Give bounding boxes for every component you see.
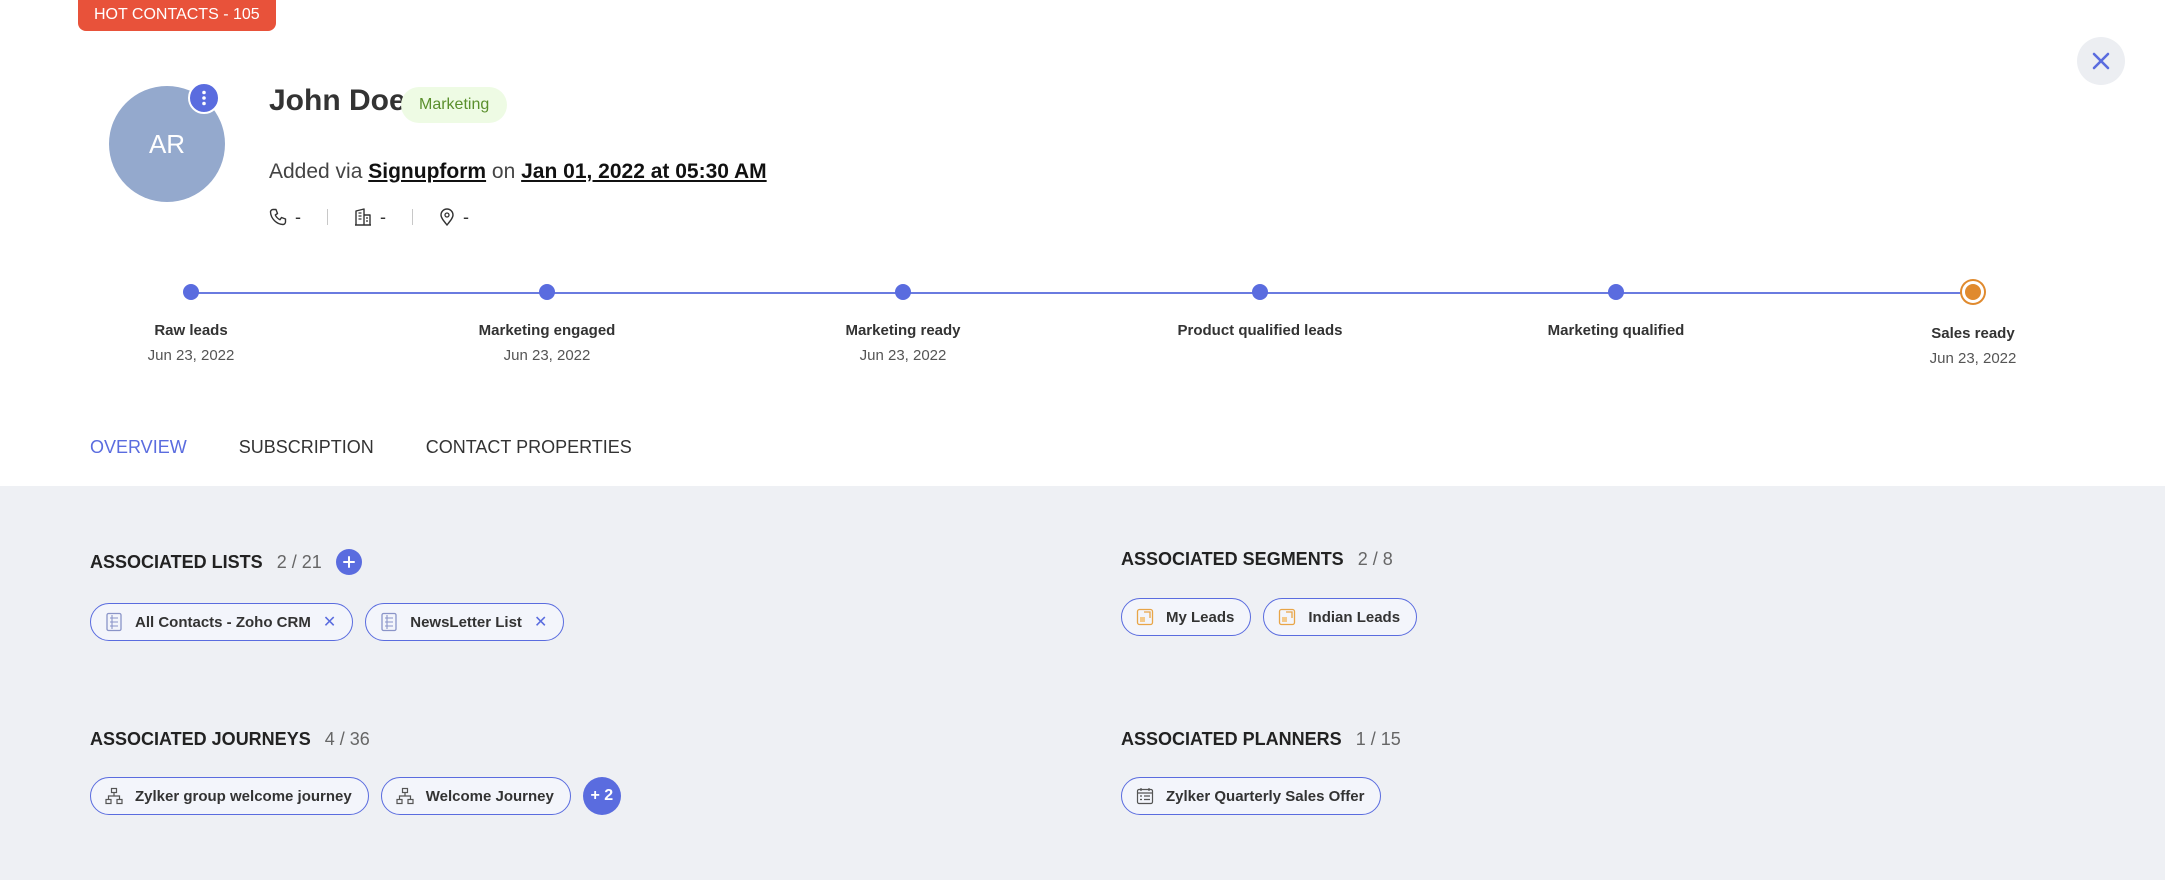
- segment-icon: [1279, 608, 1296, 626]
- journey-chip[interactable]: Zylker group welcome journey: [90, 777, 369, 815]
- stage-label: Sales ready: [1931, 325, 2015, 342]
- divider: [327, 209, 328, 225]
- stage-label: Product qualified leads: [1177, 322, 1343, 339]
- tab-subscription[interactable]: SUBSCRIPTION: [238, 437, 374, 457]
- segment-chip[interactable]: My Leads: [1121, 598, 1252, 636]
- list-chip[interactable]: NewsLetter List ✕: [365, 603, 565, 641]
- location-info: -: [439, 207, 469, 228]
- stage-date: Jun 23, 2022: [147, 347, 235, 364]
- journey-chip[interactable]: Welcome Journey: [380, 777, 571, 815]
- added-via: Added via Signupform on Jan 01, 2022 at …: [269, 160, 767, 184]
- associated-planners-heading: ASSOCIATED PLANNERS 1 / 15: [1121, 729, 1401, 750]
- source-link[interactable]: Signupform: [368, 160, 487, 183]
- journey-icon: [105, 787, 123, 805]
- list-icon: [381, 612, 397, 632]
- contact-name: John Doe: [269, 84, 406, 117]
- lifecycle-track: [191, 292, 1973, 294]
- chip-label: Zylker group welcome journey: [135, 787, 352, 805]
- chip-label: Indian Leads: [1308, 608, 1401, 626]
- company-info: -: [354, 207, 386, 228]
- location-value: -: [463, 206, 469, 227]
- added-date-link[interactable]: Jan 01, 2022 at 05:30 AM: [521, 160, 767, 183]
- contact-info-row: - - -: [269, 204, 469, 230]
- more-journeys-button[interactable]: + 2: [582, 777, 621, 815]
- section-title: ASSOCIATED SEGMENTS: [1121, 549, 1344, 569]
- associated-lists-heading: ASSOCIATED LISTS 2 / 21: [90, 549, 362, 575]
- stage-dot: [183, 284, 199, 300]
- stage-raw-leads[interactable]: Raw leads Jun 23, 2022: [61, 282, 321, 364]
- tab-overview[interactable]: OVERVIEW: [90, 437, 187, 497]
- journeys-chips: Zylker group welcome journey Welcome Jou…: [90, 777, 621, 815]
- added-prefix: Added via: [269, 160, 363, 183]
- section-title: ASSOCIATED JOURNEYS: [90, 729, 311, 749]
- planner-icon: [1136, 788, 1154, 805]
- remove-icon[interactable]: ✕: [322, 614, 337, 631]
- planner-chip[interactable]: Zylker Quarterly Sales Offer: [1121, 777, 1382, 815]
- chip-label: NewsLetter List: [410, 613, 522, 631]
- lists-chips: All Contacts - Zoho CRM ✕ NewsLetter Lis…: [90, 603, 565, 641]
- chip-label: Welcome Journey: [425, 787, 554, 805]
- segment-chip[interactable]: Indian Leads: [1263, 598, 1418, 636]
- chip-label: My Leads: [1166, 608, 1235, 626]
- stage-label: Marketing engaged: [478, 322, 616, 339]
- stage-product-qualified-leads[interactable]: Product qualified leads: [1130, 282, 1390, 347]
- plus-icon: [342, 556, 355, 568]
- chip-label: All Contacts - Zoho CRM: [135, 613, 311, 631]
- remove-icon[interactable]: ✕: [533, 614, 548, 631]
- section-count: 2 / 8: [1357, 549, 1393, 569]
- close-button[interactable]: [2077, 37, 2125, 85]
- segment-icon: [1136, 608, 1154, 626]
- tab-bar: OVERVIEW SUBSCRIPTION CONTACT PROPERTIES: [90, 437, 632, 497]
- stage-date: Jun 23, 2022: [1929, 350, 2017, 367]
- more-vertical-icon: [202, 90, 206, 106]
- list-icon: [106, 612, 122, 632]
- stage-dot: [1252, 284, 1268, 300]
- hot-contacts-badge: HOT CONTACTS - 105: [78, 0, 276, 31]
- section-title: ASSOCIATED LISTS: [90, 551, 263, 572]
- section-title: ASSOCIATED PLANNERS: [1121, 729, 1342, 749]
- stage-dot: [1608, 284, 1624, 300]
- stage-dot: [539, 284, 555, 300]
- overview-panel: ASSOCIATED LISTS 2 / 21 All Contacts - Z…: [0, 486, 2165, 880]
- stage-label: Marketing qualified: [1547, 322, 1685, 339]
- company-value: -: [380, 206, 386, 227]
- stage-label: Raw leads: [154, 322, 228, 339]
- section-count: 1 / 15: [1355, 729, 1401, 749]
- associated-journeys-heading: ASSOCIATED JOURNEYS 4 / 36: [90, 729, 370, 750]
- section-count: 4 / 36: [324, 729, 370, 749]
- stage-date: Jun 23, 2022: [503, 347, 591, 364]
- add-list-button[interactable]: [335, 549, 362, 575]
- associated-segments-heading: ASSOCIATED SEGMENTS 2 / 8: [1121, 549, 1393, 570]
- location-pin-icon: [440, 208, 454, 226]
- segments-chips: My Leads Indian Leads: [1121, 598, 1418, 636]
- chip-label: Zylker Quarterly Sales Offer: [1166, 787, 1365, 805]
- phone-info: -: [269, 207, 301, 228]
- contact-header: HOT CONTACTS - 105 AR John Doe Marketing…: [61, 0, 2125, 497]
- stage-label: Marketing ready: [845, 322, 961, 339]
- stage-marketing-ready[interactable]: Marketing ready Jun 23, 2022: [773, 282, 1033, 364]
- added-mid: on: [491, 160, 516, 183]
- stage-date: Jun 23, 2022: [859, 347, 947, 364]
- current-stage-dot: [1962, 281, 1984, 303]
- stage-sales-ready[interactable]: Sales ready Jun 23, 2022: [1843, 281, 2103, 367]
- journey-icon: [396, 787, 414, 805]
- stage-dot: [895, 284, 911, 300]
- planners-chips: Zylker Quarterly Sales Offer: [1121, 777, 1382, 815]
- phone-value: -: [295, 206, 301, 227]
- divider: [412, 209, 413, 225]
- list-chip[interactable]: All Contacts - Zoho CRM ✕: [90, 603, 354, 641]
- stage-marketing-qualified[interactable]: Marketing qualified: [1486, 282, 1746, 347]
- section-count: 2 / 21: [276, 551, 322, 572]
- avatar-more-button[interactable]: [188, 82, 220, 114]
- tab-contact-properties[interactable]: CONTACT PROPERTIES: [425, 437, 632, 457]
- phone-icon: [269, 208, 287, 226]
- contact-tag: Marketing: [401, 87, 508, 123]
- close-icon: [2092, 52, 2110, 70]
- building-icon: [355, 208, 371, 226]
- stage-marketing-engaged[interactable]: Marketing engaged Jun 23, 2022: [417, 282, 677, 364]
